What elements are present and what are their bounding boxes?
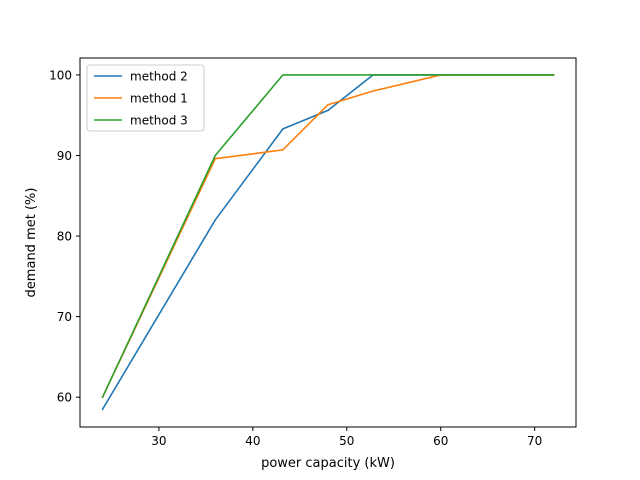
x-tick-label: 50 [339,434,354,448]
y-axis-ticks: 60 70 80 90 100 [49,68,80,405]
y-tick-label: 60 [57,391,72,405]
x-tick-label: 60 [433,434,448,448]
series-layer [101,74,555,411]
legend-label: method 1 [130,92,188,106]
x-tick-label: 30 [151,434,166,448]
x-axis-ticks: 30 40 50 60 70 [151,427,542,448]
y-tick-label: 80 [57,230,72,244]
x-tick-label: 40 [245,434,260,448]
series-line-method-3 [101,74,555,399]
axes-frame [79,57,577,428]
legend: method 2 method 1 method 3 [86,64,205,132]
y-axis-label: demand met (%) [24,188,39,298]
x-tick-label: 70 [527,434,542,448]
y-tick-label: 90 [57,149,72,163]
legend-label: method 2 [130,70,188,84]
y-tick-label: 100 [49,68,72,82]
y-tick-label: 70 [57,310,72,324]
legend-label: method 3 [130,114,188,128]
x-axis-label: power capacity (kW) [261,456,395,471]
legend-box [86,64,205,132]
